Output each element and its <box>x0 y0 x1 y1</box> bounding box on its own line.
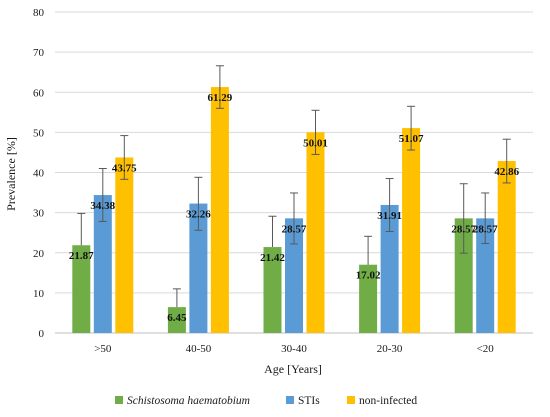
data-label: 51.07 <box>399 133 424 145</box>
grid-lines <box>55 11 533 334</box>
bar <box>380 204 399 333</box>
x-tick-label: 30-40 <box>281 343 307 355</box>
y-tick-label: 50 <box>33 127 45 139</box>
bar <box>72 245 91 333</box>
legend-swatch <box>115 396 123 404</box>
y-tick-label: 0 <box>39 328 45 340</box>
error-bars <box>77 65 511 308</box>
bar <box>402 128 421 333</box>
data-label: 43.75 <box>112 162 137 174</box>
bar <box>497 161 516 333</box>
y-tick-label: 30 <box>33 208 45 220</box>
data-label: 42.86 <box>494 166 519 178</box>
y-tick-label: 70 <box>33 47 45 59</box>
legend-swatch <box>347 396 355 404</box>
bar <box>359 264 378 333</box>
bar <box>167 307 186 333</box>
y-tick-label: 10 <box>33 288 45 300</box>
bar <box>93 195 112 333</box>
y-tick-label: 60 <box>33 87 45 99</box>
x-tick-label: >50 <box>94 343 112 355</box>
x-tick-label: <20 <box>477 343 495 355</box>
data-label: 32.26 <box>186 209 211 221</box>
x-axis-title: Age [Years] <box>264 362 322 376</box>
x-tick-label: 40-50 <box>186 343 212 355</box>
data-label: 21.42 <box>260 252 285 264</box>
bar <box>189 203 208 333</box>
data-label: 50.01 <box>303 137 328 149</box>
bar <box>476 218 495 333</box>
x-axis: >50 40-50 30-40 20-30 <20 <box>94 343 494 355</box>
data-label: 28.57 <box>451 223 476 235</box>
legend-label: non-infected <box>359 395 417 407</box>
bar <box>263 247 282 333</box>
bar <box>115 157 134 333</box>
data-label: 28.57 <box>282 223 307 235</box>
data-label: 6.45 <box>167 312 187 324</box>
bars <box>72 87 516 333</box>
data-label: 28.57 <box>473 223 498 235</box>
data-labels: 21.87 6.45 21.42 17.02 28.57 34.38 32.26 28.57 3… <box>69 92 520 324</box>
data-label: 61.29 <box>208 92 233 104</box>
y-axis-ticks: 0 10 20 30 40 50 60 70 80 <box>33 7 45 340</box>
y-tick-label: 20 <box>33 248 45 260</box>
x-tick-label: 20-30 <box>377 343 403 355</box>
data-label: 21.87 <box>69 250 94 262</box>
bar <box>285 218 303 333</box>
data-label: 17.02 <box>356 270 381 282</box>
y-tick-label: 80 <box>33 7 45 19</box>
legend-label: Schistosoma haematobium <box>127 395 250 407</box>
legend-label: STIs <box>298 395 320 407</box>
legend: Schistosoma haematobium STIs non-infected <box>115 395 417 407</box>
bar <box>210 87 229 333</box>
y-axis-title: Prevalence [%] <box>4 137 18 211</box>
bar <box>306 132 325 333</box>
bar <box>454 218 473 333</box>
y-tick-label: 40 <box>33 168 45 180</box>
legend-swatch <box>286 396 294 404</box>
data-label: 31.91 <box>377 210 402 222</box>
data-label: 34.38 <box>90 200 115 212</box>
